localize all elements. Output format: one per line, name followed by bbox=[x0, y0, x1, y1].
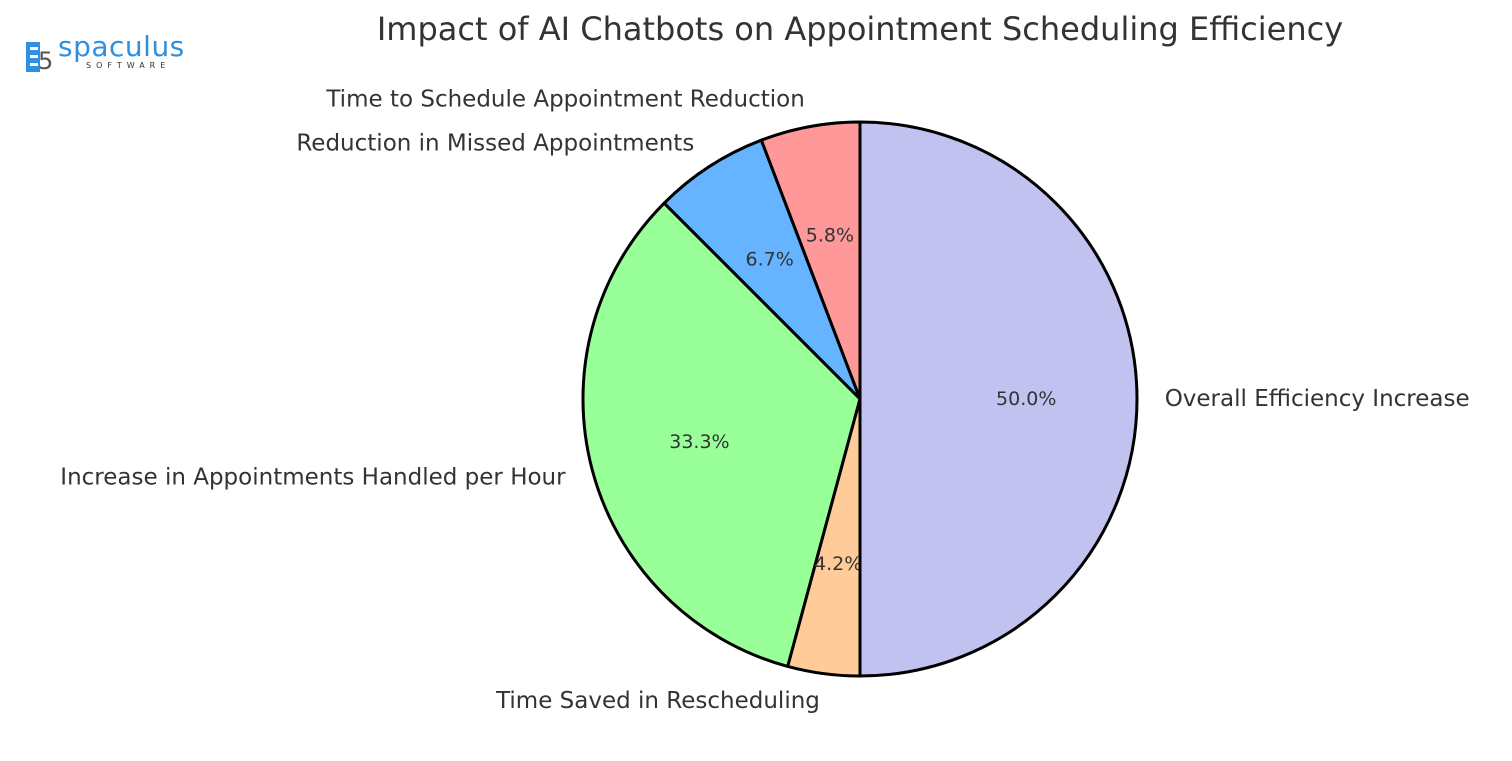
pie-slice bbox=[581, 201, 862, 668]
slice-category-label: Time Saved in Rescheduling bbox=[495, 688, 820, 714]
svg-text:5: 5 bbox=[38, 47, 53, 73]
logo-wordmark: spaculus bbox=[58, 30, 185, 63]
chart-title: Impact of AI Chatbots on Appointment Sch… bbox=[376, 10, 1344, 48]
slice-percent-label: 6.7% bbox=[745, 249, 793, 271]
slice-category-label: Overall Efficiency Increase bbox=[1165, 386, 1470, 412]
slice-category-label: Time to Schedule Appointment Reduction bbox=[325, 86, 804, 112]
logo-s-icon: 5 bbox=[26, 42, 53, 73]
slice-percent-label: 33.3% bbox=[669, 431, 729, 453]
slice-percent-label: 4.2% bbox=[814, 553, 862, 575]
logo-subtitle: SOFTWARE bbox=[86, 61, 171, 70]
slice-category-label: Reduction in Missed Appointments bbox=[296, 130, 694, 156]
company-logo: 5 spaculus SOFTWARE bbox=[24, 30, 194, 76]
slice-category-label: Increase in Appointments Handled per Hou… bbox=[60, 465, 566, 491]
pie-slice bbox=[662, 138, 862, 401]
slice-percent-label: 50.0% bbox=[996, 388, 1056, 410]
pie-slice bbox=[858, 120, 1139, 678]
slice-percent-label: 5.8% bbox=[806, 225, 854, 247]
